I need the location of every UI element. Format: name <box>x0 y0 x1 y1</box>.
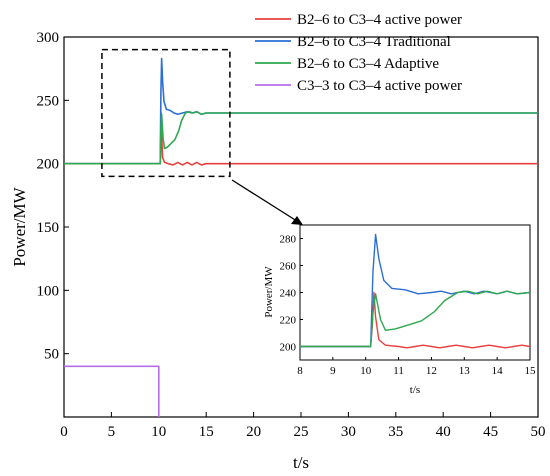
inset-y-tick-label: 280 <box>280 234 297 246</box>
main-series-line-1 <box>64 112 538 166</box>
main-x-tick-label: 5 <box>108 424 116 440</box>
inset-ticks: 8 9 10 11 12 13 14 15 200 220 240 260 280 <box>280 234 537 378</box>
inset-y-tick-label: 200 <box>280 342 297 354</box>
inset-y-axis-title: Power/MW <box>263 266 275 318</box>
legend: B2–6 to C3–4 active power B2–6 to C3–4 Tr… <box>255 12 462 94</box>
main-series <box>64 57 538 417</box>
zoom-box <box>101 48 231 178</box>
main-x-tick-label: 25 <box>294 424 309 440</box>
main-y-tick-label: 150 <box>37 220 60 236</box>
main-x-tick-label: 40 <box>436 424 451 440</box>
main-x-tick-label: 45 <box>483 424 498 440</box>
inset-x-tick-label: 15 <box>525 365 537 377</box>
legend-label-1: B2–6 to C3–4 active power <box>297 12 462 28</box>
zoom-arrow-head-icon <box>291 216 303 225</box>
main-y-tick-label: 300 <box>37 30 60 46</box>
zoom-arrow <box>231 179 301 224</box>
main-x-tick-label: 10 <box>151 424 166 440</box>
main-x-tick-label: 20 <box>246 424 261 440</box>
inset-y-tick-label: 260 <box>280 261 297 273</box>
main-x-tick-label: 0 <box>60 424 68 440</box>
main-y-tick-label: 50 <box>44 347 59 363</box>
legend-label-4: C3–3 to C3–4 active power <box>297 78 462 94</box>
main-y-tick-label: 200 <box>37 157 60 173</box>
main-y-axis-title: Power/MW <box>10 186 29 266</box>
inset-series-line-3 <box>300 290 531 348</box>
inset-series-line-1 <box>300 291 531 349</box>
main-series-line-2 <box>64 57 538 165</box>
main-series-line-4 <box>64 365 160 417</box>
main-ticks: 0 5 10 15 20 25 30 35 40 45 50 50 100 150 200 250 300 <box>37 30 546 440</box>
inset-x-tick-label: 14 <box>492 365 504 377</box>
inset-x-tick-label: 11 <box>393 365 404 377</box>
legend-label-3: B2–6 to C3–4 Adaptive <box>297 56 439 72</box>
legend-label-2: B2–6 to C3–4 Traditional <box>297 34 451 50</box>
main-y-tick-label: 250 <box>37 93 60 109</box>
main-x-tick-label: 30 <box>341 424 356 440</box>
inset-x-tick-label: 13 <box>459 365 471 377</box>
main-series-line-3 <box>64 110 538 165</box>
inset-x-tick-label: 9 <box>330 365 336 377</box>
main-x-tick-label: 35 <box>388 424 403 440</box>
inset-x-tick-label: 10 <box>360 365 372 377</box>
main-x-tick-label: 50 <box>531 424 546 440</box>
main-x-axis-title: t/s <box>293 453 309 472</box>
inset-x-tick-label: 12 <box>426 365 437 377</box>
inset-y-tick-label: 220 <box>280 315 297 327</box>
main-x-tick-label: 15 <box>199 424 214 440</box>
inset-y-tick-label: 240 <box>280 288 297 300</box>
inset-x-tick-label: 8 <box>297 365 303 377</box>
inset-series <box>300 233 531 349</box>
main-y-tick-label: 100 <box>37 283 60 299</box>
inset-x-axis-title: t/s <box>410 384 420 396</box>
